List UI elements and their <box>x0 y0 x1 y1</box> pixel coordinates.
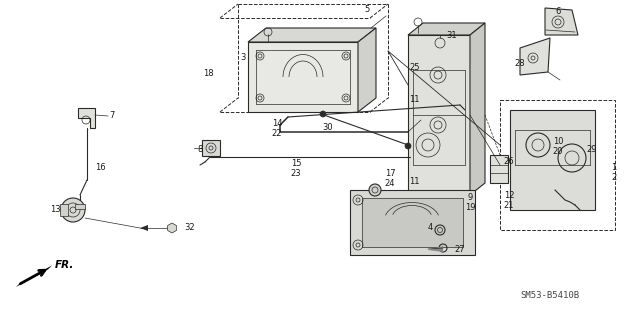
Polygon shape <box>408 23 485 35</box>
Polygon shape <box>470 23 485 195</box>
Text: 17: 17 <box>385 168 396 177</box>
Bar <box>202 140 220 156</box>
Text: 11: 11 <box>409 177 419 187</box>
Text: 16: 16 <box>95 164 106 173</box>
Text: 4: 4 <box>428 222 433 232</box>
Text: 18: 18 <box>203 69 213 78</box>
Text: 25: 25 <box>410 63 420 72</box>
Polygon shape <box>362 198 463 247</box>
Text: 24: 24 <box>385 179 396 188</box>
Text: 20: 20 <box>553 146 563 155</box>
Text: 30: 30 <box>323 123 333 132</box>
Bar <box>490 155 508 183</box>
Bar <box>60 204 68 216</box>
Polygon shape <box>520 38 550 75</box>
Text: 28: 28 <box>515 58 525 68</box>
Text: 15: 15 <box>291 160 301 168</box>
Text: 13: 13 <box>50 205 60 214</box>
Polygon shape <box>168 223 177 233</box>
Circle shape <box>320 111 326 117</box>
Polygon shape <box>78 108 95 128</box>
Circle shape <box>435 225 445 235</box>
Polygon shape <box>140 225 148 231</box>
Text: 14: 14 <box>272 118 282 128</box>
Circle shape <box>405 143 411 149</box>
Polygon shape <box>545 8 578 35</box>
Polygon shape <box>248 28 376 42</box>
Polygon shape <box>350 190 475 255</box>
Polygon shape <box>510 110 595 210</box>
Bar <box>75 204 85 209</box>
Text: 23: 23 <box>291 169 301 179</box>
Text: 22: 22 <box>272 129 282 137</box>
Polygon shape <box>428 246 443 252</box>
Text: 19: 19 <box>465 203 476 211</box>
Polygon shape <box>16 265 52 287</box>
Text: 1: 1 <box>611 162 616 172</box>
Text: 31: 31 <box>447 32 458 41</box>
Circle shape <box>369 184 381 196</box>
Text: 9: 9 <box>467 192 472 202</box>
Text: 26: 26 <box>504 158 515 167</box>
Text: 3: 3 <box>240 54 246 63</box>
Text: 27: 27 <box>454 244 465 254</box>
Text: 6: 6 <box>556 8 561 17</box>
Text: 5: 5 <box>364 5 370 14</box>
Text: 7: 7 <box>109 112 115 121</box>
Text: SM53-B5410B: SM53-B5410B <box>520 291 579 300</box>
Text: 29: 29 <box>587 145 597 154</box>
Text: 10: 10 <box>553 137 563 145</box>
Polygon shape <box>248 42 358 112</box>
Text: 2: 2 <box>611 173 616 182</box>
Polygon shape <box>408 35 470 195</box>
Text: 32: 32 <box>185 224 195 233</box>
Text: 12: 12 <box>504 191 515 201</box>
Circle shape <box>61 198 85 222</box>
Text: FR.: FR. <box>55 260 74 271</box>
Text: 21: 21 <box>504 202 515 211</box>
Polygon shape <box>358 28 376 112</box>
Bar <box>500 100 615 230</box>
Text: 8: 8 <box>197 145 203 154</box>
Text: 11: 11 <box>409 95 419 105</box>
